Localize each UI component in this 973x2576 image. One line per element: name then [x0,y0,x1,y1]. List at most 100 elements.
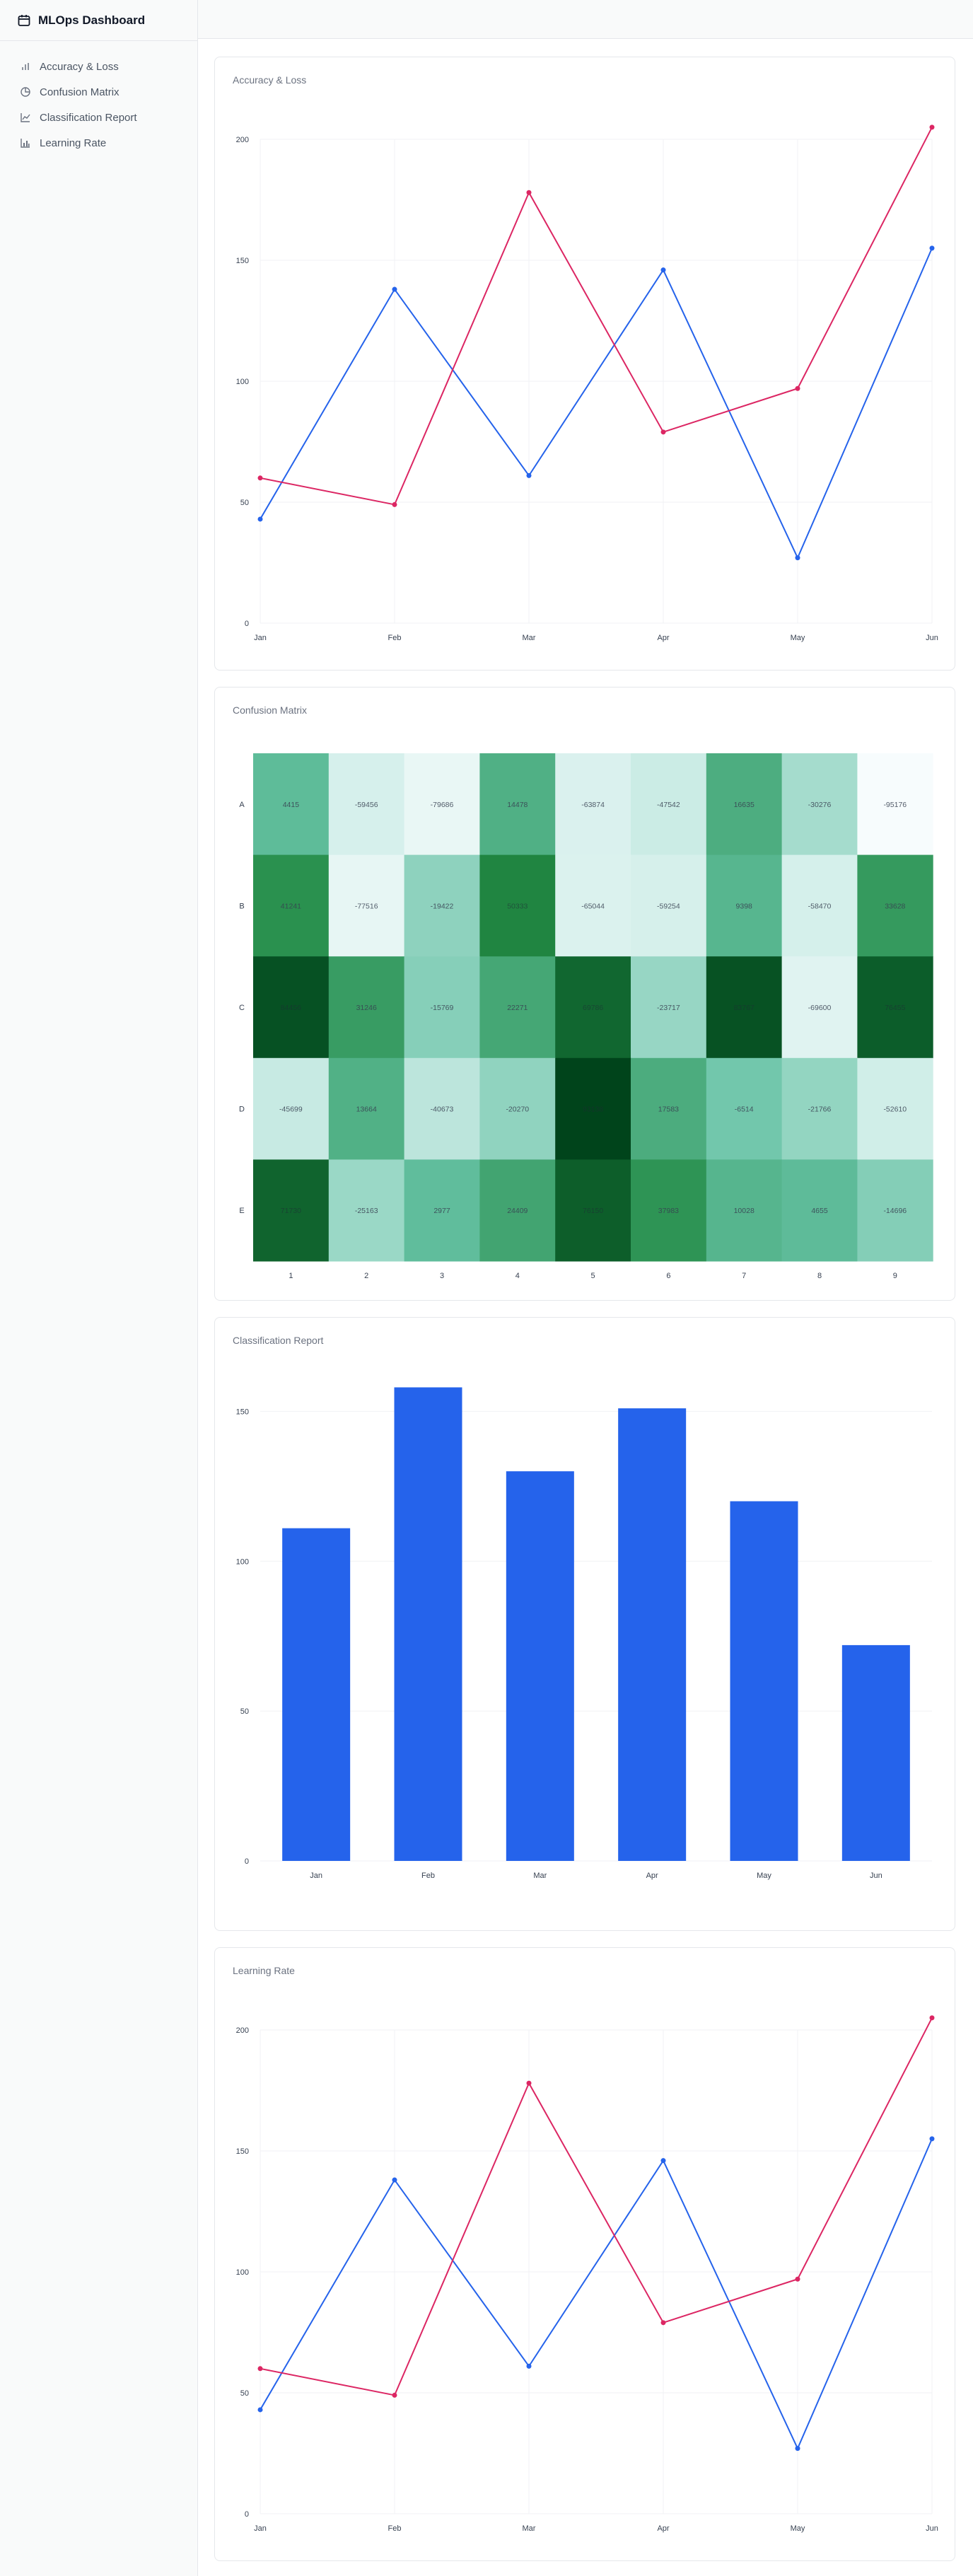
y-tick-label: 0 [245,620,249,628]
heatmap-cell [781,1057,858,1160]
y-tick-label: 50 [240,499,249,507]
column-label: 3 [440,1272,444,1280]
cell-value-label: -19422 [431,902,454,910]
cell-value-label: 22271 [507,1004,528,1012]
data-point [929,245,935,251]
heatmap-cell [706,1057,783,1160]
column-label: 5 [591,1272,595,1280]
column-label: 9 [893,1272,897,1280]
column-chart-icon [20,137,31,149]
learning-rate-card: Learning Rate 0 50 100 150 200 Jan Feb Mar Apr Ma… [214,1947,955,2561]
heatmap-cell [253,1057,330,1160]
heatmap-cell [253,753,330,856]
sidebar-item-confusion-matrix[interactable]: Confusion Matrix [0,79,197,105]
cell-value-label: -25163 [355,1207,378,1215]
heatmap-cell [631,753,707,856]
heatmap-cell [631,1057,707,1160]
cell-value-label: -65044 [581,902,605,910]
heatmap-cell [631,854,707,957]
heatmap-cell [781,956,858,1059]
heatmap-cell [781,753,858,856]
data-point [526,190,532,195]
heatmap-cell [555,854,631,957]
heatmap-cell [857,1159,933,1262]
heatmap-cell [479,753,556,856]
card-title: Classification Report [233,1335,324,1346]
heatmap-cell [479,1159,556,1262]
heatmap-cell [328,1057,405,1160]
data-point [660,267,666,273]
card-title: Learning Rate [233,1965,295,1976]
x-tick-label: Mar [523,634,536,642]
cell-value-label: 17583 [658,1106,679,1114]
heatmap-cell [706,956,783,1059]
column-label: 7 [742,1272,746,1280]
heatmap-cell [781,854,858,957]
data-point [929,2136,935,2142]
heatmap-cell [404,1057,480,1160]
x-tick-label: Feb [388,634,402,642]
cell-value-label: 69786 [583,1004,603,1012]
y-tick-label: 200 [236,136,249,144]
line-chart-icon [20,112,31,123]
x-tick-label: Jan [254,2524,267,2533]
heatmap-cell [328,1159,405,1262]
pie-chart-icon [20,86,31,98]
cell-value-label: 33628 [885,902,905,910]
heatmap-cell [631,956,707,1059]
x-tick-label: Jun [926,634,938,642]
data-point [392,2392,397,2398]
sidebar-item-learning-rate[interactable]: Learning Rate [0,130,197,156]
card-title: Accuracy & Loss [233,74,307,86]
heatmap-cell [253,956,330,1059]
heatmap-cell [781,1159,858,1262]
sidebar-item-label: Confusion Matrix [40,86,120,98]
data-point [526,2080,532,2086]
x-tick-label: Jun [926,2524,938,2533]
cell-value-label: 93138 [583,1106,603,1114]
x-tick-label: Feb [388,2524,402,2533]
cell-value-label: -40673 [431,1106,454,1114]
cell-value-label: 24409 [507,1207,528,1215]
cell-value-label: 76455 [885,1004,905,1012]
cell-value-label: -58470 [808,902,832,910]
cell-value-label: -30276 [808,801,832,809]
heatmap-cell [404,854,480,957]
data-point [526,2363,532,2369]
top-bar [198,0,973,39]
data-point [795,2446,800,2452]
data-point [795,555,800,561]
sidebar-item-classification-report[interactable]: Classification Report [0,105,197,130]
cell-value-label: -21766 [808,1106,832,1114]
bar [506,1471,574,1861]
series-line [260,248,933,560]
cell-value-label: -59254 [657,902,680,910]
data-point [660,2158,666,2164]
column-label: 8 [817,1272,822,1280]
bar [394,1387,462,1861]
bar [841,1644,910,1861]
bar [282,1528,351,1861]
cell-value-label: 16635 [734,801,754,809]
series-line [260,2017,933,2396]
data-point [795,2276,800,2282]
sidebar-item-accuracy-loss[interactable]: Accuracy & Loss [0,54,197,79]
cell-value-label: 84456 [281,1004,301,1012]
heatmap-cell [706,753,783,856]
cell-value-label: 31246 [356,1004,377,1012]
heatmap-cell [328,956,405,1059]
y-tick-label: 50 [240,1707,249,1716]
x-tick-label: Apr [657,634,669,642]
cell-value-label: 10028 [734,1207,754,1215]
cell-value-label: -20270 [506,1106,529,1114]
y-tick-label: 0 [245,1857,249,1866]
x-tick-label: Jan [310,1872,322,1880]
cell-value-label: 14478 [507,801,528,809]
bar [618,1408,687,1861]
heatmap-cell [857,1057,933,1160]
accuracy-loss-card: Accuracy & Loss 0 50 100 150 200 Jan Feb Mar Apr… [214,57,955,671]
y-tick-label: 100 [236,378,249,386]
cell-value-label: 9398 [736,902,753,910]
x-tick-label: Jun [870,1872,882,1880]
data-point [257,516,263,522]
